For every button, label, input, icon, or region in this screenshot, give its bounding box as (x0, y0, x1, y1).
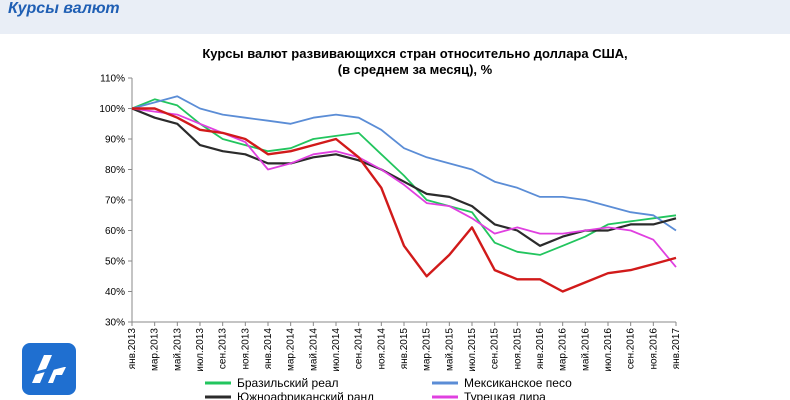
x-tick-label: мар.2013 (150, 328, 161, 371)
x-tick-label: июл.2014 (331, 328, 342, 372)
x-tick-label: янв.2015 (399, 328, 410, 370)
series-line-5 (132, 107, 677, 293)
y-tick-label: 90% (105, 135, 125, 146)
y-tick-label: 110% (100, 74, 125, 85)
chart-title: Курсы валют развивающихся стран относите… (202, 46, 628, 61)
legend-label: Южноафриканский ранд (237, 390, 374, 400)
chart-title-block: Курсы валют развивающихся стран относите… (120, 46, 710, 78)
x-tick-label: июл.2013 (195, 328, 206, 372)
y-tick-label: 80% (105, 165, 125, 176)
x-tick-label: сен.2015 (490, 328, 501, 370)
x-tick-label: июл.2015 (467, 328, 478, 372)
legend-label: Бразильский реал (237, 376, 339, 390)
company-logo (22, 343, 76, 395)
x-tick-label: май.2014 (308, 328, 319, 371)
legend-label: Мексиканское песо (464, 376, 572, 390)
x-tick-label: май.2016 (580, 328, 591, 371)
legend-label: Турецкая лира (464, 390, 546, 400)
x-tick-label: сен.2014 (354, 328, 365, 370)
x-tick-label: мар.2016 (558, 328, 569, 371)
series-line-2 (131, 95, 677, 232)
x-tick-label: ноя.2014 (376, 328, 387, 370)
x-tick-label: ноя.2015 (512, 328, 523, 370)
x-tick-label: мар.2014 (286, 328, 297, 371)
x-tick-label: июл.2016 (603, 328, 614, 372)
series-line-1 (131, 98, 677, 256)
x-tick-label: янв.2014 (263, 328, 274, 370)
y-tick-label: 30% (105, 318, 125, 329)
x-tick-label: мар.2015 (422, 328, 433, 371)
x-tick-label: янв.2013 (127, 328, 138, 370)
y-tick-label: 60% (105, 226, 125, 237)
x-tick-label: ноя.2013 (240, 328, 251, 370)
x-tick-label: май.2013 (172, 328, 183, 371)
x-tick-label: янв.2016 (535, 328, 546, 370)
y-tick-label: 40% (105, 287, 125, 298)
chart-subtitle: (в среднем за месяц), % (337, 62, 493, 77)
x-tick-label: янв.2017 (671, 328, 682, 370)
x-tick-label: ноя.2016 (648, 328, 659, 370)
page-title: Курсы валют (8, 0, 120, 17)
y-tick-label: 70% (105, 196, 125, 207)
y-tick-label: 100% (99, 104, 125, 115)
header-band (0, 0, 790, 34)
y-tick-label: 50% (105, 257, 125, 268)
x-tick-label: сен.2013 (218, 328, 229, 370)
x-tick-label: сен.2016 (626, 328, 637, 370)
x-tick-label: май.2015 (444, 328, 455, 371)
